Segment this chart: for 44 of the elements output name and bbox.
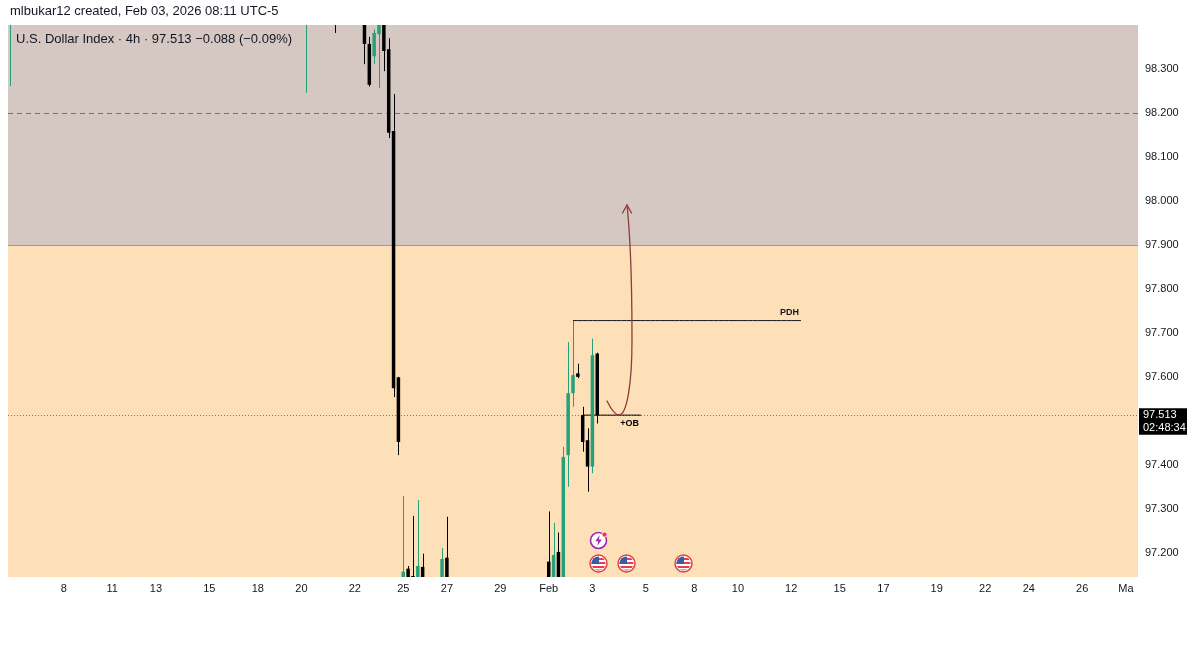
- x-tick-label: 20: [295, 581, 308, 594]
- y-tick-label: 98.200: [1145, 106, 1179, 118]
- x-tick-label: 25: [397, 581, 410, 594]
- x-tick-label: 22: [979, 581, 992, 594]
- y-tick-label: 97.800: [1145, 281, 1179, 294]
- y-tick-label: 97.900: [1145, 237, 1179, 250]
- x-tick-label: 5: [642, 581, 649, 594]
- x-tick-label: 27: [440, 581, 454, 594]
- x-tick-label: 15: [833, 581, 846, 594]
- x-tick-label: 3: [589, 581, 596, 594]
- y-tick-label: 98.100: [1145, 149, 1179, 162]
- x-tick-label: Ma: [1118, 581, 1135, 594]
- text: mlbukar12 created, Feb 03, 2026 08:11 UTC-5: [10, 3, 279, 19]
- x-tick-label: 13: [149, 581, 163, 594]
- ref-line-label: 97.513: [1143, 408, 1177, 421]
- series-label: PDH: [779, 307, 799, 318]
- x-tick-label: 10: [731, 581, 745, 594]
- y-tick-label: 97.600: [1145, 369, 1179, 382]
- text: U.S. Dollar Index · 4h · 97.513 −0.088 (−0.09%): [16, 31, 293, 47]
- x-tick-label: 26: [1076, 581, 1089, 594]
- x-tick-label: 29: [494, 581, 507, 594]
- y-tick-label: 97.300: [1145, 501, 1179, 514]
- y-tick-label: 97.400: [1145, 457, 1179, 470]
- x-tick-label: 8: [60, 581, 67, 594]
- candlestick: [416, 499, 420, 577]
- text: 02:48:34: [1143, 420, 1186, 433]
- candlestick: [440, 547, 444, 577]
- series-label: +OB: [620, 417, 640, 428]
- y-tick-label: 97.200: [1145, 545, 1179, 558]
- x-tick-label: 22: [348, 581, 361, 594]
- y-tick-label: 98.000: [1145, 193, 1179, 206]
- x-tick-label: 8: [691, 581, 698, 594]
- x-tick-label: 24: [1022, 581, 1035, 594]
- x-tick-label: 12: [785, 581, 798, 594]
- candlestick: [445, 516, 449, 577]
- candlestick: [571, 320, 575, 408]
- x-tick-label: 18: [251, 581, 264, 594]
- x-tick-label: 19: [930, 581, 943, 594]
- y-tick-label: 98.300: [1145, 62, 1179, 75]
- x-tick-label: 11: [106, 581, 118, 594]
- x-tick-label: 17: [877, 581, 890, 594]
- x-tick-label: 15: [203, 581, 216, 594]
- x-tick-label: Feb: [539, 581, 559, 594]
- y-tick-label: 97.700: [1145, 325, 1179, 338]
